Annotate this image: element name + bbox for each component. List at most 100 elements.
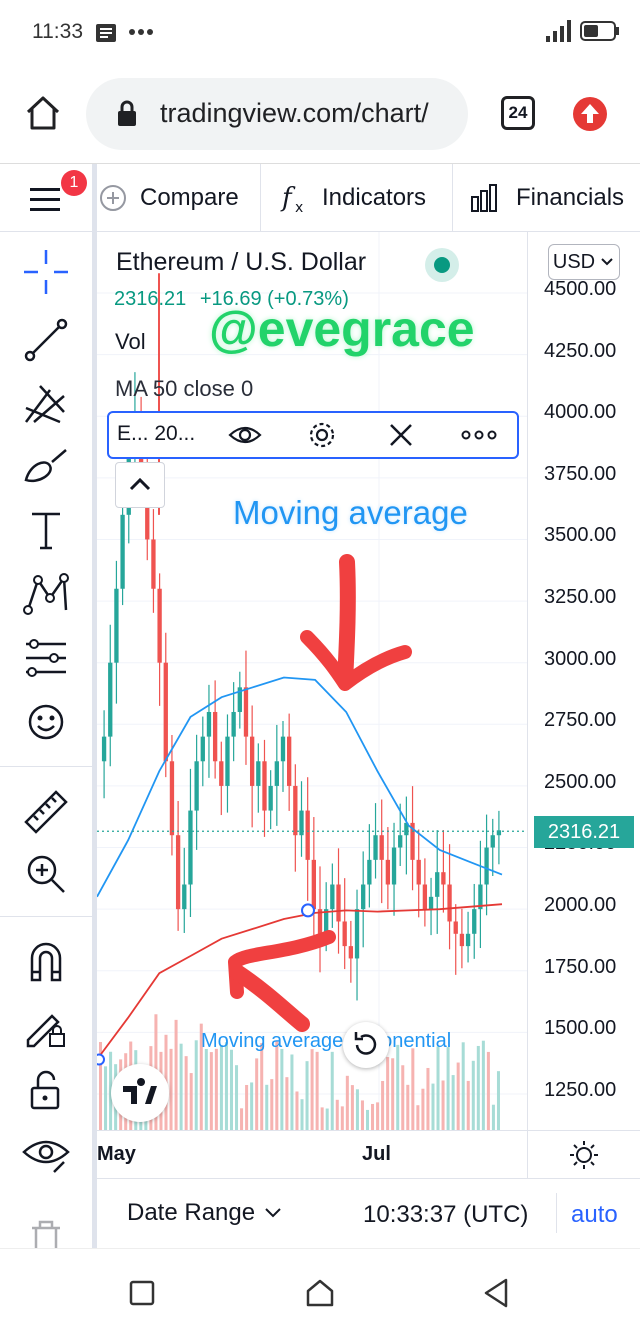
price-change-row: 2316.21 +16.69 (+0.73%) [114, 288, 349, 311]
volume-bar [446, 1047, 450, 1130]
candlestick-chart[interactable] [97, 232, 527, 1130]
candle-body [342, 921, 347, 947]
visibility-icon[interactable] [20, 1128, 72, 1180]
volume-bar [481, 1040, 485, 1130]
android-nav-bar [0, 1248, 640, 1333]
volume-bar [345, 1075, 349, 1130]
collapse-legend-button[interactable] [115, 462, 165, 508]
currency-selector[interactable]: USD [548, 244, 620, 280]
candle-body [225, 736, 230, 786]
zoom-in-icon[interactable] [20, 848, 72, 900]
chart-pane[interactable]: Ethereum / U.S. Dollar 2316.21 +16.69 (+… [97, 232, 527, 1130]
text-tool-icon[interactable] [20, 504, 72, 556]
back-icon[interactable] [482, 1277, 510, 1309]
emoji-icon[interactable] [20, 696, 72, 748]
toolbar-divider [0, 766, 94, 767]
compare-button[interactable]: Compare [100, 164, 239, 232]
volume-bar [219, 1045, 223, 1130]
ema-annotation: Moving average exponential [201, 1030, 452, 1052]
status-time: 11:33 [32, 20, 83, 43]
candle-body [120, 514, 125, 589]
tab-count: 24 [508, 103, 528, 122]
tradingview-logo[interactable] [111, 1064, 169, 1122]
volume-bar [461, 1042, 465, 1130]
prediction-measure-icon[interactable] [20, 632, 72, 684]
tab-switcher-button[interactable]: 24 [501, 96, 535, 130]
candle-body [231, 711, 236, 737]
volume-bar [431, 1083, 435, 1130]
price-axis[interactable]: USD 4500.00 4250.00 4000.00 3750.00 3500.00 3… [527, 232, 640, 1130]
candle-body [293, 785, 298, 836]
url-text: tradingview.com/chart/ [160, 98, 429, 128]
candle-body [484, 847, 489, 885]
left-scrollbar[interactable] [92, 164, 97, 1248]
signal-icon [546, 20, 571, 42]
auto-scale-button[interactable]: auto [571, 1201, 618, 1228]
reset-chart-button[interactable] [343, 1022, 389, 1068]
chevron-down-icon [601, 258, 613, 266]
volume-bar [214, 1048, 218, 1130]
volume-bar [416, 1105, 420, 1130]
gear-icon[interactable] [307, 420, 337, 450]
utc-time[interactable]: 10:33:37 (UTC) [363, 1201, 529, 1228]
volume-bar [320, 1107, 324, 1130]
volume-bar [310, 1049, 314, 1130]
candle-body [391, 847, 397, 885]
currency-label: USD [552, 250, 596, 273]
volume-bar [275, 1040, 279, 1130]
candle-body [188, 810, 193, 885]
brush-icon[interactable] [20, 440, 72, 492]
indicator-legend-chip[interactable]: E... 20... [107, 411, 519, 459]
svg-text:f: f [280, 183, 296, 213]
volume-bar [179, 1043, 183, 1130]
notification-badge: 1 [61, 170, 87, 196]
candle-body [435, 872, 440, 897]
indicators-label: Indicators [322, 184, 427, 211]
annotation-arrow-stroke [337, 554, 356, 690]
trend-line-icon[interactable] [20, 314, 72, 366]
home-nav-icon[interactable] [304, 1277, 336, 1309]
time-axis[interactable]: May Jul [97, 1130, 527, 1178]
ema-point-marker [97, 1053, 105, 1066]
candle-body [330, 884, 335, 910]
magnet-icon[interactable] [20, 936, 72, 988]
volume-bar [330, 1051, 334, 1130]
eye-icon[interactable] [227, 421, 263, 449]
address-bar[interactable]: tradingview.com/chart/ [86, 78, 468, 150]
fib-pitchfork-icon[interactable] [20, 378, 72, 430]
recent-apps-icon[interactable] [128, 1279, 156, 1307]
crosshair-icon[interactable] [20, 246, 72, 298]
update-icon[interactable] [572, 96, 608, 132]
lock-drawing-pencil-icon[interactable] [20, 1000, 72, 1052]
market-status-indicator [425, 248, 459, 282]
volume-bar [280, 1048, 284, 1130]
financials-button[interactable]: Financials [470, 164, 624, 232]
volume-bar [174, 1019, 178, 1130]
ruler-icon[interactable] [20, 786, 72, 838]
candle-body [157, 588, 162, 663]
date-range-button[interactable]: Date Range [127, 1199, 283, 1227]
y-tick-label: 3250.00 [544, 586, 617, 608]
candle-body [151, 539, 156, 589]
y-tick-label: 4000.00 [544, 401, 617, 424]
price-change: +16.69 (+0.73%) [199, 288, 349, 310]
volume-bar [426, 1067, 430, 1130]
more-icon[interactable] [461, 429, 497, 441]
pattern-icon[interactable] [20, 568, 72, 620]
settings-sun-icon[interactable] [568, 1139, 600, 1171]
volume-bar [396, 1044, 400, 1130]
candle-body [163, 662, 168, 762]
menu-button[interactable] [26, 180, 66, 220]
candle-body [237, 687, 242, 712]
unlock-icon[interactable] [20, 1064, 72, 1116]
notification-icon [96, 24, 116, 42]
close-icon[interactable] [387, 421, 415, 449]
symbol-title: Ethereum / U.S. Dollar [116, 248, 367, 276]
candle-body [367, 859, 372, 885]
home-icon[interactable] [24, 94, 62, 132]
volume-bar [391, 1058, 395, 1130]
volume-bar [265, 1084, 269, 1130]
candle-body [354, 909, 360, 959]
